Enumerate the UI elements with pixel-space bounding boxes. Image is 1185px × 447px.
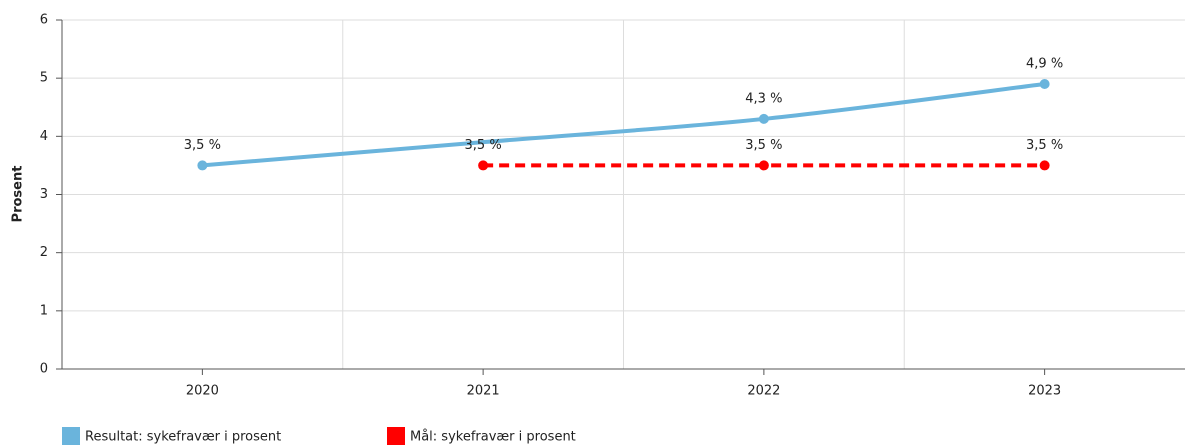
- x-tick-label: 2020: [186, 384, 219, 399]
- data-label: 4,3 %: [745, 91, 782, 106]
- data-label: 3,5 %: [465, 138, 502, 153]
- x-tick-label: 2023: [1028, 384, 1061, 399]
- y-tick-label: 1: [40, 303, 48, 318]
- y-tick-label: 2: [40, 245, 48, 260]
- point-marker: [1039, 78, 1050, 89]
- point-marker: [758, 113, 769, 124]
- x-tick-label: 2021: [467, 384, 500, 399]
- legend-label: Resultat: sykefravær i prosent: [85, 430, 281, 445]
- x-tick-label: 2022: [747, 384, 780, 399]
- y-axis-label: Prosent: [11, 166, 26, 223]
- data-label: 3,5 %: [184, 138, 221, 153]
- point-marker: [1039, 160, 1050, 171]
- y-tick-label: 4: [40, 129, 48, 144]
- data-label: 4,9 %: [1026, 56, 1063, 71]
- point-marker: [758, 160, 769, 171]
- point-marker: [197, 160, 208, 171]
- data-label: 3,5 %: [1026, 138, 1063, 153]
- y-tick-label: 5: [40, 71, 48, 86]
- point-marker: [478, 160, 489, 171]
- legend-label: Mål: sykefravær i prosent: [410, 430, 576, 445]
- y-tick-label: 6: [40, 13, 48, 28]
- data-label: 3,5 %: [745, 138, 782, 153]
- series-line: [202, 81, 1045, 168]
- legend-swatch: [387, 427, 405, 445]
- legend-swatch: [62, 427, 80, 445]
- y-tick-label: 0: [40, 362, 48, 377]
- y-tick-label: 3: [40, 187, 48, 202]
